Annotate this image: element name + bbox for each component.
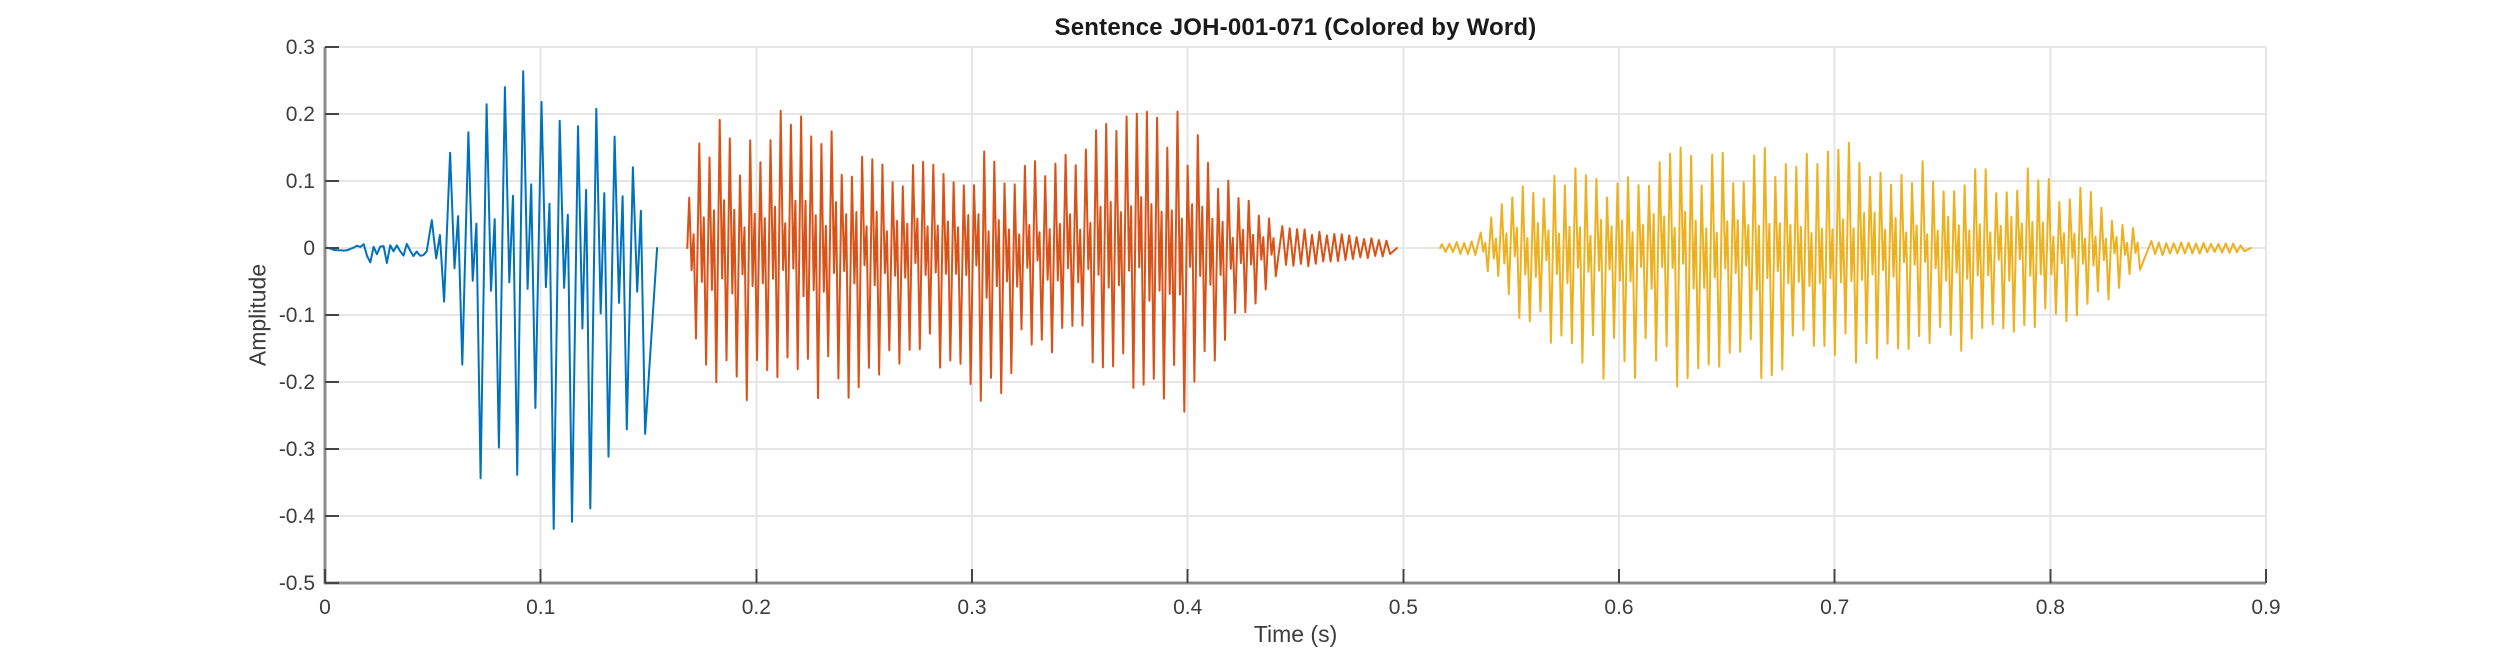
x-tick-label: 0.6 <box>1604 596 1633 619</box>
y-tick-label: 0.3 <box>286 36 315 59</box>
y-tick-label: -0.4 <box>279 505 316 528</box>
y-tick-label: 0.1 <box>286 170 315 193</box>
waveform-word-3 <box>1439 141 2252 388</box>
x-tick-label: 0.1 <box>526 596 555 619</box>
x-tick-label: 0.4 <box>1173 596 1203 619</box>
x-tick-label: 0.5 <box>1389 596 1418 619</box>
waveform-word-1 <box>326 70 659 530</box>
y-tick-label: 0.2 <box>286 103 315 126</box>
x-tick-label: 0.3 <box>957 596 986 619</box>
y-tick-label: -0.1 <box>279 304 315 327</box>
x-tick-label: 0.2 <box>742 596 771 619</box>
y-tick-label: -0.2 <box>279 371 315 394</box>
y-tick-label: -0.5 <box>279 572 315 595</box>
x-tick-label: 0.7 <box>1820 596 1849 619</box>
x-tick-label: 0.8 <box>2036 596 2065 619</box>
x-tick-label: 0.9 <box>2251 596 2280 619</box>
x-axis-label: Time (s) <box>1253 621 1338 647</box>
waveform-word-2 <box>686 109 1398 413</box>
x-tick-label: 0 <box>319 596 331 619</box>
y-tick-label: -0.3 <box>279 438 315 461</box>
chart-title: Sentence JOH-001-071 (Colored by Word) <box>1054 14 1537 41</box>
y-tick-label: 0 <box>303 237 315 260</box>
